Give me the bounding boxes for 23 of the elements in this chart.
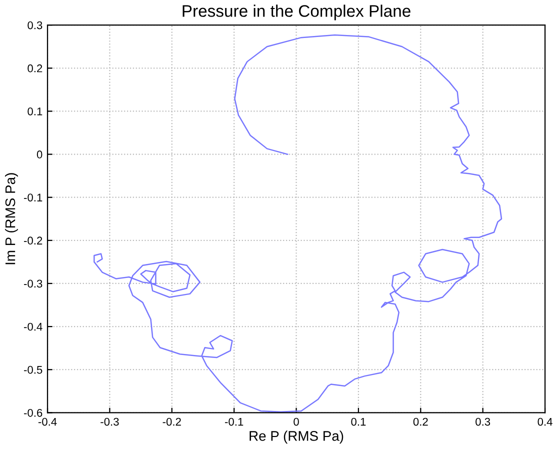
y-tick-label: -0.6 xyxy=(24,408,42,417)
x-tick-label: -0.1 xyxy=(225,418,244,426)
y-tick-label: 0 xyxy=(36,150,42,158)
y-axis-title: Im P (RMS Pa) xyxy=(5,173,18,264)
y-tick-label: 0.1 xyxy=(28,107,42,116)
x-tick-label: -0.4 xyxy=(38,418,57,426)
y-tick-label: -0.2 xyxy=(24,236,42,245)
y-tick-label: 0.2 xyxy=(28,64,42,72)
line-series xyxy=(94,34,502,412)
y-tick-label: -0.4 xyxy=(24,322,42,331)
x-tick-label: 0.2 xyxy=(413,418,428,426)
y-tick-label: -0.3 xyxy=(24,280,42,288)
x-tick-label: 0.4 xyxy=(538,418,552,426)
x-tick-label: 0.1 xyxy=(351,418,366,426)
x-tick-label: -0.2 xyxy=(162,418,181,426)
y-tick-label: -0.5 xyxy=(24,366,42,374)
x-tick-label: 0 xyxy=(294,418,299,426)
x-tick-label: 0.3 xyxy=(476,418,490,426)
y-tick-label: 0.3 xyxy=(28,21,42,30)
x-tick-label: -0.3 xyxy=(100,418,119,426)
y-tick-label: -0.1 xyxy=(24,194,42,202)
chart-title: Pressure in the Complex Plane xyxy=(182,4,410,20)
x-axis-title: Re P (RMS Pa) xyxy=(250,430,344,444)
